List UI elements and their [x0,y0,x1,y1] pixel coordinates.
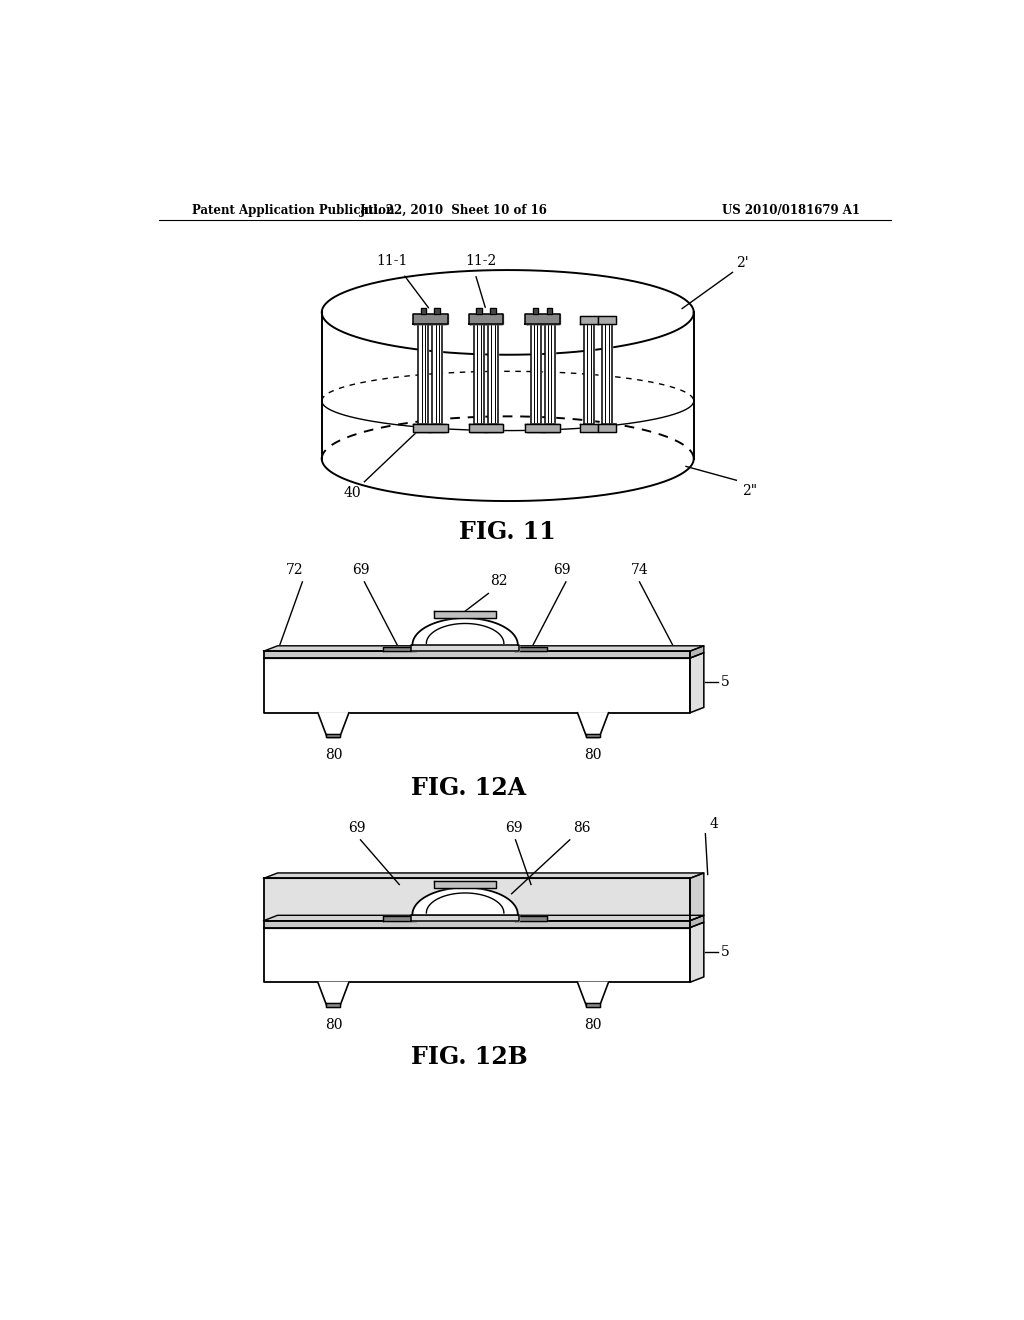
Polygon shape [411,915,519,921]
Polygon shape [434,308,440,314]
Polygon shape [413,424,447,432]
Text: 2": 2" [741,484,757,498]
Text: 69: 69 [352,564,370,577]
Polygon shape [547,308,552,314]
Polygon shape [578,982,608,1007]
Text: Patent Application Publication: Patent Application Publication [191,205,394,218]
Polygon shape [545,323,555,424]
Polygon shape [526,317,545,323]
Polygon shape [432,323,442,424]
Polygon shape [263,921,690,928]
Polygon shape [476,308,482,314]
Polygon shape [418,323,428,424]
Polygon shape [581,317,598,323]
Polygon shape [421,308,426,314]
Polygon shape [515,647,547,651]
Polygon shape [415,424,432,432]
Polygon shape [327,1003,340,1007]
Polygon shape [434,611,496,618]
Polygon shape [525,424,560,432]
Polygon shape [584,323,594,424]
Polygon shape [690,653,703,713]
Text: FIG. 11: FIG. 11 [460,520,556,544]
Text: 40: 40 [344,486,361,500]
Text: 86: 86 [572,821,591,836]
Text: 72: 72 [286,564,303,577]
Text: 80: 80 [585,1018,602,1032]
Polygon shape [263,878,690,921]
Text: 80: 80 [585,748,602,762]
Polygon shape [690,915,703,928]
Text: 69: 69 [505,821,522,836]
Text: 2': 2' [736,256,749,271]
Polygon shape [484,317,502,323]
Polygon shape [263,915,703,921]
Polygon shape [488,323,498,424]
Polygon shape [413,618,518,645]
Text: 4: 4 [710,817,718,830]
Text: 74: 74 [631,564,648,577]
Text: US 2010/0181679 A1: US 2010/0181679 A1 [722,205,860,218]
Polygon shape [413,887,518,915]
Polygon shape [530,323,541,424]
Text: FIG. 12B: FIG. 12B [411,1045,527,1069]
Text: 11-1: 11-1 [376,253,408,268]
Text: 80: 80 [325,748,342,762]
Polygon shape [541,317,558,323]
Polygon shape [690,923,703,982]
Text: FIG. 12A: FIG. 12A [412,776,526,800]
Polygon shape [263,873,703,878]
Polygon shape [263,659,690,713]
Polygon shape [383,647,416,651]
Polygon shape [515,916,547,921]
Polygon shape [598,424,615,432]
Polygon shape [469,314,504,323]
Polygon shape [470,424,488,432]
Text: 5: 5 [721,945,730,958]
Text: 69: 69 [348,821,366,836]
Text: 5: 5 [721,675,730,689]
Polygon shape [428,317,446,323]
Polygon shape [434,880,496,887]
Polygon shape [541,424,558,432]
Text: 82: 82 [489,574,508,589]
Polygon shape [263,645,703,651]
Polygon shape [484,424,502,432]
Polygon shape [532,308,539,314]
Polygon shape [474,323,484,424]
Polygon shape [317,982,349,1007]
Polygon shape [428,424,446,432]
Polygon shape [411,645,519,651]
Polygon shape [581,424,598,432]
Text: 69: 69 [553,564,570,577]
Polygon shape [526,424,545,432]
Polygon shape [263,651,690,659]
Polygon shape [469,424,504,432]
Polygon shape [586,1003,600,1007]
Polygon shape [586,734,600,738]
Polygon shape [690,645,703,659]
Polygon shape [490,308,496,314]
Polygon shape [602,323,612,424]
Polygon shape [415,317,432,323]
Polygon shape [690,873,703,921]
Text: 80: 80 [325,1018,342,1032]
Polygon shape [383,916,416,921]
Polygon shape [470,317,488,323]
Polygon shape [317,713,349,738]
Polygon shape [327,734,340,738]
Polygon shape [598,317,615,323]
Polygon shape [578,713,608,738]
Text: 11-2: 11-2 [465,253,497,268]
Text: Jul. 22, 2010  Sheet 10 of 16: Jul. 22, 2010 Sheet 10 of 16 [359,205,548,218]
Polygon shape [525,314,560,323]
Polygon shape [263,928,690,982]
Polygon shape [413,314,447,323]
